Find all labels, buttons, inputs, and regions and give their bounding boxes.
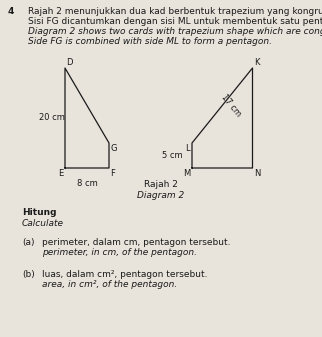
Text: (b): (b) (22, 270, 35, 279)
Text: Side FG is combined with side ML to form a pentagon.: Side FG is combined with side ML to form… (28, 37, 272, 46)
Text: K: K (254, 58, 260, 67)
Text: perimeter, in cm, of the pentagon.: perimeter, in cm, of the pentagon. (42, 248, 197, 257)
Text: Rajah 2 menunjukkan dua kad berbentuk trapezium yang kongruen.: Rajah 2 menunjukkan dua kad berbentuk tr… (28, 7, 322, 16)
Text: L: L (185, 144, 190, 153)
Text: 4: 4 (8, 7, 14, 16)
Text: Rajah 2: Rajah 2 (144, 180, 178, 189)
Text: perimeter, dalam cm, pentagon tersebut.: perimeter, dalam cm, pentagon tersebut. (42, 238, 231, 247)
Text: area, in cm², of the pentagon.: area, in cm², of the pentagon. (42, 280, 177, 289)
Text: N: N (254, 169, 261, 178)
Text: 5 cm: 5 cm (162, 151, 183, 160)
Text: (a): (a) (22, 238, 34, 247)
Text: luas, dalam cm², pentagon tersebut.: luas, dalam cm², pentagon tersebut. (42, 270, 207, 279)
Text: 8 cm: 8 cm (77, 179, 97, 188)
Text: Diagram 2: Diagram 2 (137, 191, 185, 200)
Text: 17 cm: 17 cm (220, 93, 243, 118)
Text: Diagram 2 shows two cards with trapezium shape which are congruent.: Diagram 2 shows two cards with trapezium… (28, 27, 322, 36)
Text: D: D (66, 58, 72, 67)
Text: Hitung: Hitung (22, 208, 56, 217)
Text: E: E (58, 169, 63, 178)
Text: F: F (110, 169, 115, 178)
Text: G: G (111, 144, 118, 153)
Text: M: M (183, 169, 190, 178)
Text: Calculate: Calculate (22, 219, 64, 228)
Text: 20 cm: 20 cm (39, 114, 65, 123)
Text: Sisi FG dicantumkan dengan sisi ML untuk membentuk satu pentagon.: Sisi FG dicantumkan dengan sisi ML untuk… (28, 17, 322, 26)
